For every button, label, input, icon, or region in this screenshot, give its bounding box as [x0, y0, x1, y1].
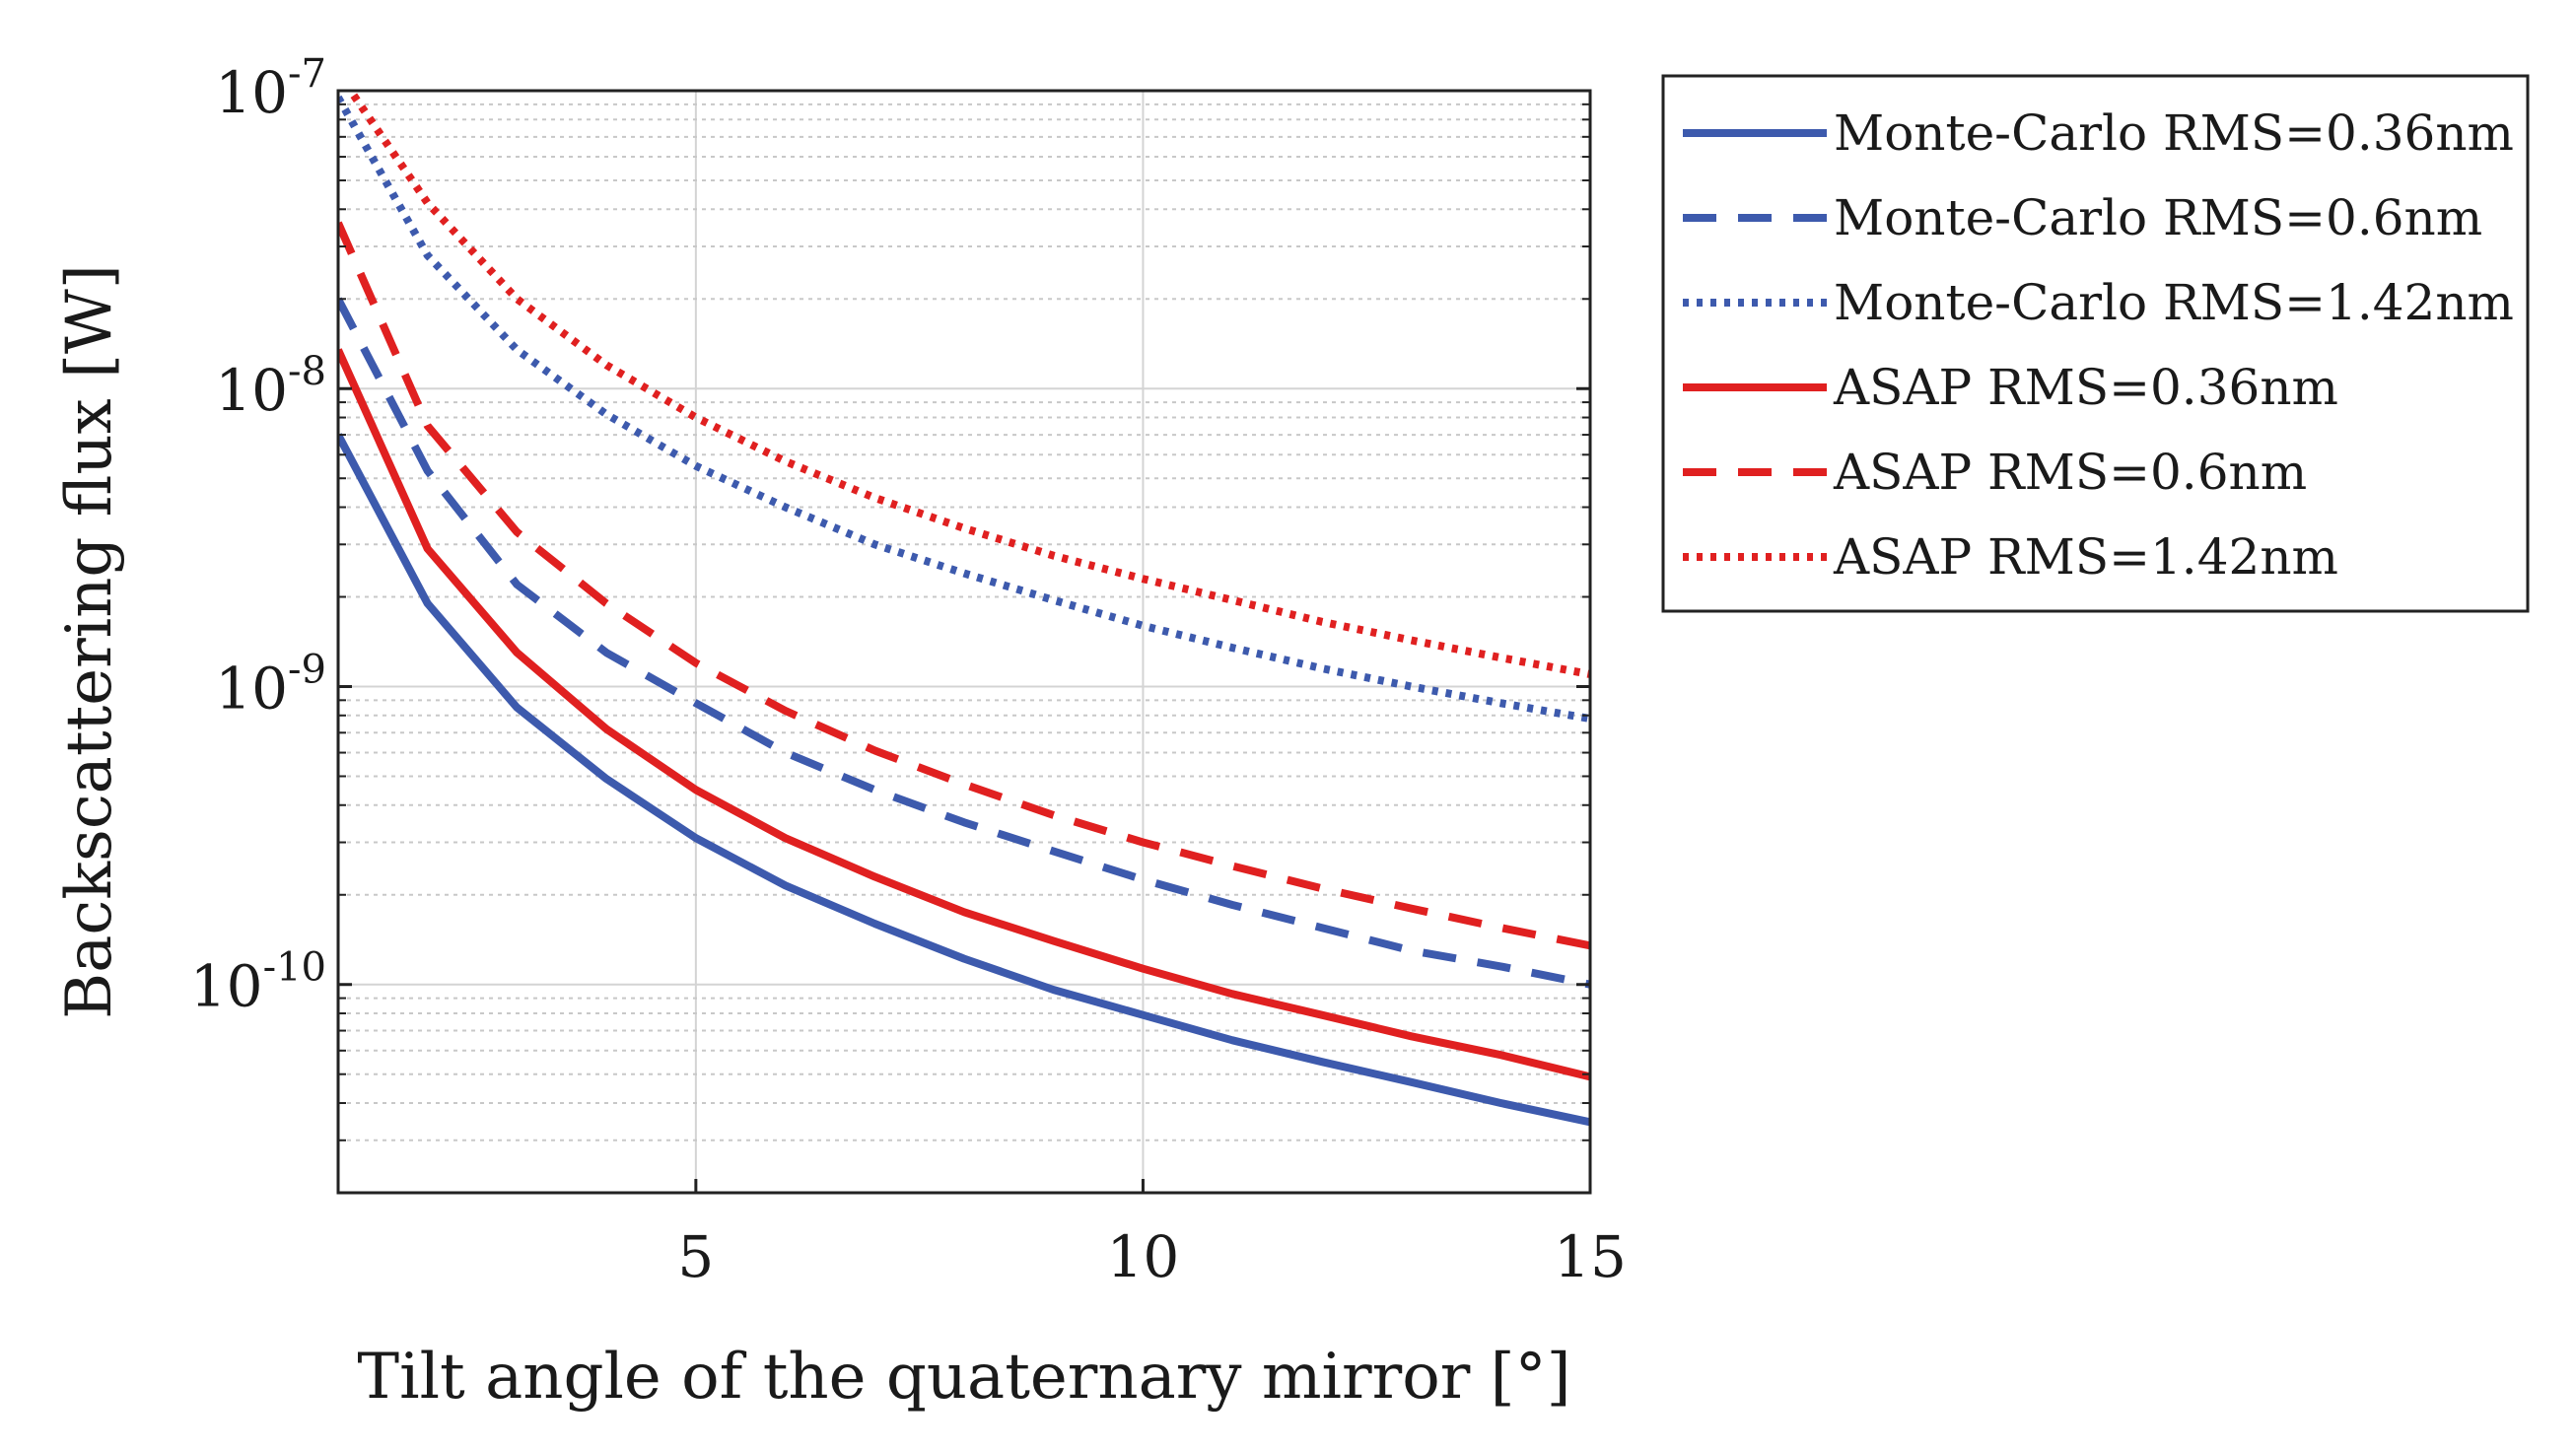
series-layer — [338, 91, 1590, 1127]
x-tick-label: 10 — [1107, 1223, 1180, 1290]
legend-label-5: ASAP RMS=0.6nm — [1833, 444, 2307, 501]
plot-frame — [336, 89, 1592, 1195]
y-tick-label: 10-7 — [215, 51, 326, 126]
plot-background — [338, 91, 1590, 1193]
ticks — [338, 89, 1592, 1194]
legend-label-3: Monte-Carlo RMS=1.42nm — [1834, 274, 2514, 331]
legend-label-1: Monte-Carlo RMS=0.36nm — [1834, 104, 2514, 162]
legend-label-4: ASAP RMS=0.36nm — [1833, 359, 2338, 416]
series-line-2 — [338, 297, 1590, 989]
y-tick-label: 10-8 — [215, 349, 326, 424]
series-line-3 — [338, 95, 1590, 724]
x-tick-label: 5 — [677, 1223, 714, 1290]
legend-box — [1661, 74, 2530, 613]
y-tick-label: 10-9 — [215, 647, 326, 722]
series-line-5 — [338, 221, 1590, 950]
x-axis-label: Tilt angle of the quaternary mirror [°] — [357, 1341, 1570, 1414]
legend-label-2: Monte-Carlo RMS=0.6nm — [1834, 189, 2482, 246]
y-tick-label: 10-10 — [190, 945, 326, 1020]
legend-label-6: ASAP RMS=1.42nm — [1833, 528, 2338, 586]
y-axis-label: Backscattering flux [W] — [53, 264, 126, 1019]
x-tick-label: 15 — [1554, 1223, 1627, 1290]
series-line-4 — [338, 348, 1590, 1081]
tick-labels: 5 10 15 10-10 10-9 10-8 10-7 — [190, 51, 1627, 1290]
legend: Monte-Carlo RMS=0.36nm Monte-Carlo RMS=0.… — [1661, 74, 2530, 613]
series-line-1 — [338, 433, 1590, 1127]
